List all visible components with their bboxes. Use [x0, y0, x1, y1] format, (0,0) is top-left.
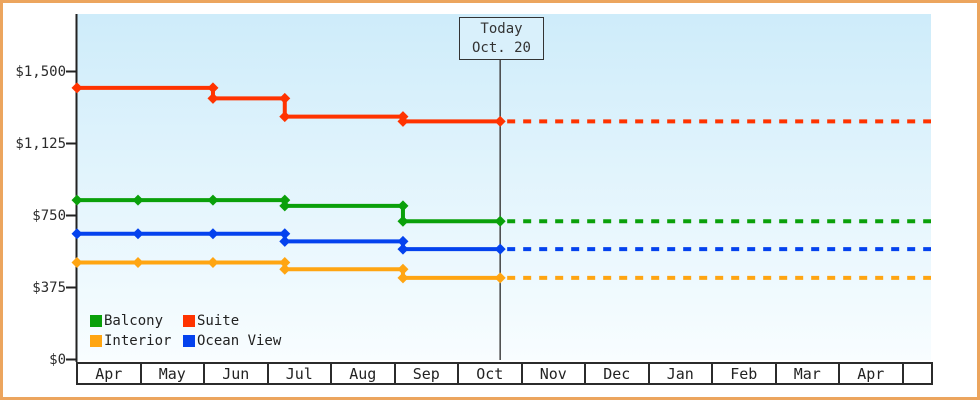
data-point-marker [132, 257, 144, 269]
month-cell-6-oct: Oct [459, 364, 523, 383]
y-axis-label: $1,500 [15, 63, 66, 80]
month-cell-0-apr: Apr [78, 364, 142, 383]
data-point-marker [207, 257, 219, 269]
y-axis-label: $0 [49, 351, 66, 368]
series-interior [71, 257, 931, 284]
month-cell-12-apr: Apr [840, 364, 904, 383]
legend-item-balcony: Balcony [90, 313, 183, 329]
plot-area [77, 14, 931, 360]
legend-swatch-suite [183, 315, 195, 327]
month-cell-4-aug: Aug [332, 364, 396, 383]
legend-label-ocean-view: Ocean View [197, 333, 282, 349]
month-cell-3-jul: Jul [269, 364, 332, 383]
data-point-marker [397, 263, 409, 275]
data-point-marker [279, 263, 291, 275]
today-marker-box: Today Oct. 20 [459, 17, 544, 60]
data-point-marker [397, 215, 409, 227]
legend-item-interior: Interior [90, 333, 183, 349]
data-point-marker [279, 92, 291, 104]
data-point-marker [494, 215, 506, 227]
x-axis-month-row: Apr May Jun Jul Aug Sep Oct Nov Dec Jan Feb Mar Apr [76, 362, 933, 385]
data-point-marker [279, 194, 291, 206]
legend-swatch-balcony [90, 315, 102, 327]
y-axis-label: $1,125 [15, 135, 66, 152]
data-point-marker [279, 200, 291, 212]
month-cell-5-sep: Sep [396, 364, 459, 383]
data-point-marker [279, 228, 291, 240]
data-point-marker [132, 228, 144, 240]
today-label: Today [480, 20, 523, 37]
data-point-marker [132, 194, 144, 206]
data-point-marker [279, 257, 291, 269]
today-date: Oct. 20 [471, 39, 531, 56]
data-point-marker [397, 200, 409, 212]
legend-row: Interior Ocean View [90, 331, 281, 351]
month-cell-7-nov: Nov [523, 364, 586, 383]
legend-swatch-interior [90, 335, 102, 347]
data-point-marker [207, 82, 219, 94]
series-ocean-view [71, 228, 931, 255]
data-point-marker [207, 228, 219, 240]
month-cell-11-mar: Mar [777, 364, 840, 383]
series-balcony [71, 194, 931, 227]
data-point-marker [71, 194, 83, 206]
data-point-marker [207, 194, 219, 206]
legend-swatch-ocean-view [183, 335, 195, 347]
month-cell-2-jun: Jun [205, 364, 269, 383]
data-point-marker [397, 243, 409, 255]
month-cell-1-may: May [142, 364, 205, 383]
data-point-marker [494, 272, 506, 284]
data-point-marker [397, 115, 409, 127]
chart-legend: Balcony Suite Interior Ocean View [90, 311, 281, 351]
data-point-marker [279, 111, 291, 123]
data-point-marker [207, 92, 219, 104]
data-point-marker [279, 235, 291, 247]
series-suite [71, 82, 931, 127]
legend-label-suite: Suite [197, 313, 240, 329]
data-point-marker [397, 235, 409, 247]
legend-item-ocean-view: Ocean View [183, 333, 281, 349]
month-cell-8-dec: Dec [586, 364, 650, 383]
month-cell-10-feb: Feb [713, 364, 777, 383]
legend-row: Balcony Suite [90, 311, 281, 331]
data-point-marker [71, 257, 83, 269]
legend-label-balcony: Balcony [104, 313, 164, 329]
data-point-marker [71, 228, 83, 240]
legend-label-interior: Interior [104, 333, 172, 349]
data-point-marker [494, 243, 506, 255]
data-point-marker [71, 82, 83, 94]
y-axis-label: $375 [32, 279, 66, 296]
y-axis-label: $750 [32, 207, 66, 224]
data-point-marker [494, 115, 506, 127]
month-cell-filler [904, 364, 932, 383]
data-point-marker [397, 272, 409, 284]
month-cell-9-jan: Jan [650, 364, 713, 383]
legend-item-suite: Suite [183, 313, 239, 329]
